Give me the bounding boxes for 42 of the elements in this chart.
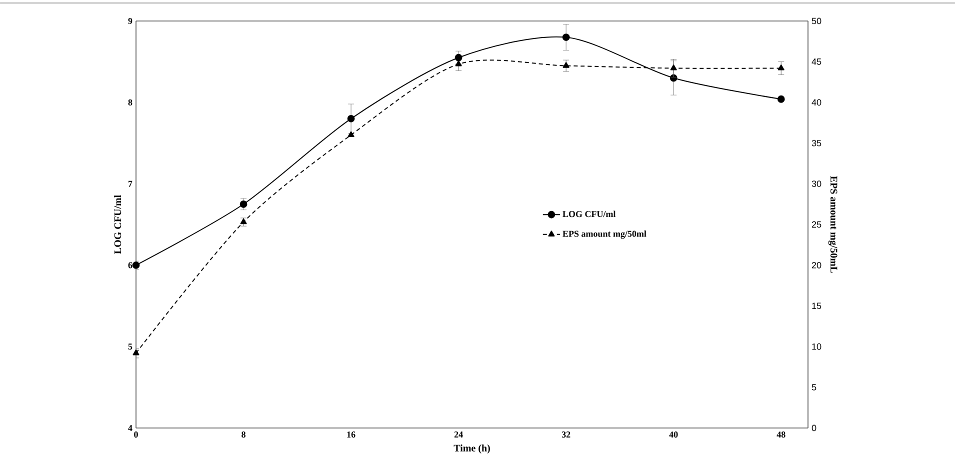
y2-tick-label: 25 [812, 221, 822, 228]
point [455, 60, 462, 66]
point [777, 95, 785, 103]
y2-tick-label: 40 [812, 99, 822, 106]
point [454, 54, 462, 62]
legend-label: EPS amount mg/50ml [562, 230, 646, 239]
y-tick-label: 5 [128, 344, 132, 350]
y2-tick-label: 50 [812, 18, 822, 24]
y-tick-label: 7 [128, 180, 132, 187]
point [132, 349, 140, 356]
y2-tick-label: 20 [812, 262, 822, 268]
point [132, 261, 140, 269]
point [240, 218, 247, 224]
y2-tick-label: 30 [812, 180, 822, 187]
y2-tick-label: 0 [812, 424, 816, 432]
x-tick-label: 48 [776, 432, 786, 438]
y-tick-label: 8 [128, 99, 132, 106]
y2-tick-label: 5 [812, 384, 816, 390]
x-axis-title: Time (h) [454, 444, 490, 454]
point [562, 62, 570, 68]
point [562, 34, 570, 41]
y-tick-label: 4 [128, 425, 132, 431]
y-tick-label: 9 [128, 18, 132, 24]
y-axis-title: LOG CFU/ml [114, 195, 122, 254]
point [348, 131, 354, 138]
point [670, 64, 677, 70]
point [347, 114, 355, 122]
x-tick-label: 16 [347, 432, 356, 438]
y-tick-label: 6 [128, 262, 132, 268]
y2-axis-title: EPS amount mg/50mL [828, 176, 838, 273]
y2-tick-label: 45 [812, 58, 822, 65]
legend-label: LOG CFU/ml [562, 210, 616, 218]
y2-tick-label: 10 [812, 343, 822, 350]
x-tick-label: 32 [562, 432, 570, 438]
y2-tick-label: 15 [812, 302, 822, 310]
x-tick-label: 8 [242, 432, 246, 438]
x-tick-label: 0 [134, 432, 138, 438]
x-tick-label: 40 [669, 432, 678, 438]
point [778, 64, 784, 70]
point [240, 200, 248, 208]
y2-tick-label: 35 [812, 140, 822, 146]
x-tick-label: 24 [454, 432, 463, 438]
